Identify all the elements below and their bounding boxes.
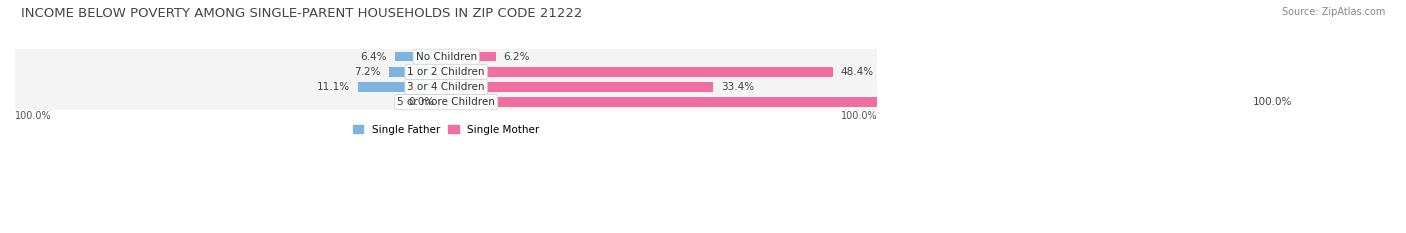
Text: 100.0%: 100.0%: [1253, 97, 1292, 107]
Bar: [395, 52, 446, 62]
Text: 100.0%: 100.0%: [15, 111, 52, 121]
Text: 6.2%: 6.2%: [503, 52, 530, 62]
Text: INCOME BELOW POVERTY AMONG SINGLE-PARENT HOUSEHOLDS IN ZIP CODE 21222: INCOME BELOW POVERTY AMONG SINGLE-PARENT…: [21, 7, 582, 20]
Bar: [15, 79, 877, 95]
Legend: Single Father, Single Mother: Single Father, Single Mother: [349, 121, 544, 139]
Text: No Children: No Children: [416, 52, 477, 62]
Bar: [388, 67, 446, 77]
Text: 3 or 4 Children: 3 or 4 Children: [408, 82, 485, 92]
Text: 48.4%: 48.4%: [841, 67, 873, 77]
Bar: [443, 97, 446, 107]
Text: 11.1%: 11.1%: [316, 82, 350, 92]
Text: 0.0%: 0.0%: [408, 97, 434, 107]
Bar: [15, 64, 877, 79]
Bar: [446, 82, 713, 92]
Text: 6.4%: 6.4%: [360, 52, 387, 62]
Bar: [446, 67, 832, 77]
Text: 5 or more Children: 5 or more Children: [398, 97, 495, 107]
Bar: [446, 52, 496, 62]
Text: Source: ZipAtlas.com: Source: ZipAtlas.com: [1281, 7, 1385, 17]
Bar: [357, 82, 446, 92]
Text: 33.4%: 33.4%: [721, 82, 754, 92]
Bar: [15, 95, 877, 110]
Text: 100.0%: 100.0%: [841, 111, 877, 121]
Text: 1 or 2 Children: 1 or 2 Children: [408, 67, 485, 77]
Text: 7.2%: 7.2%: [354, 67, 381, 77]
Bar: [15, 49, 877, 64]
Bar: [446, 97, 1244, 107]
